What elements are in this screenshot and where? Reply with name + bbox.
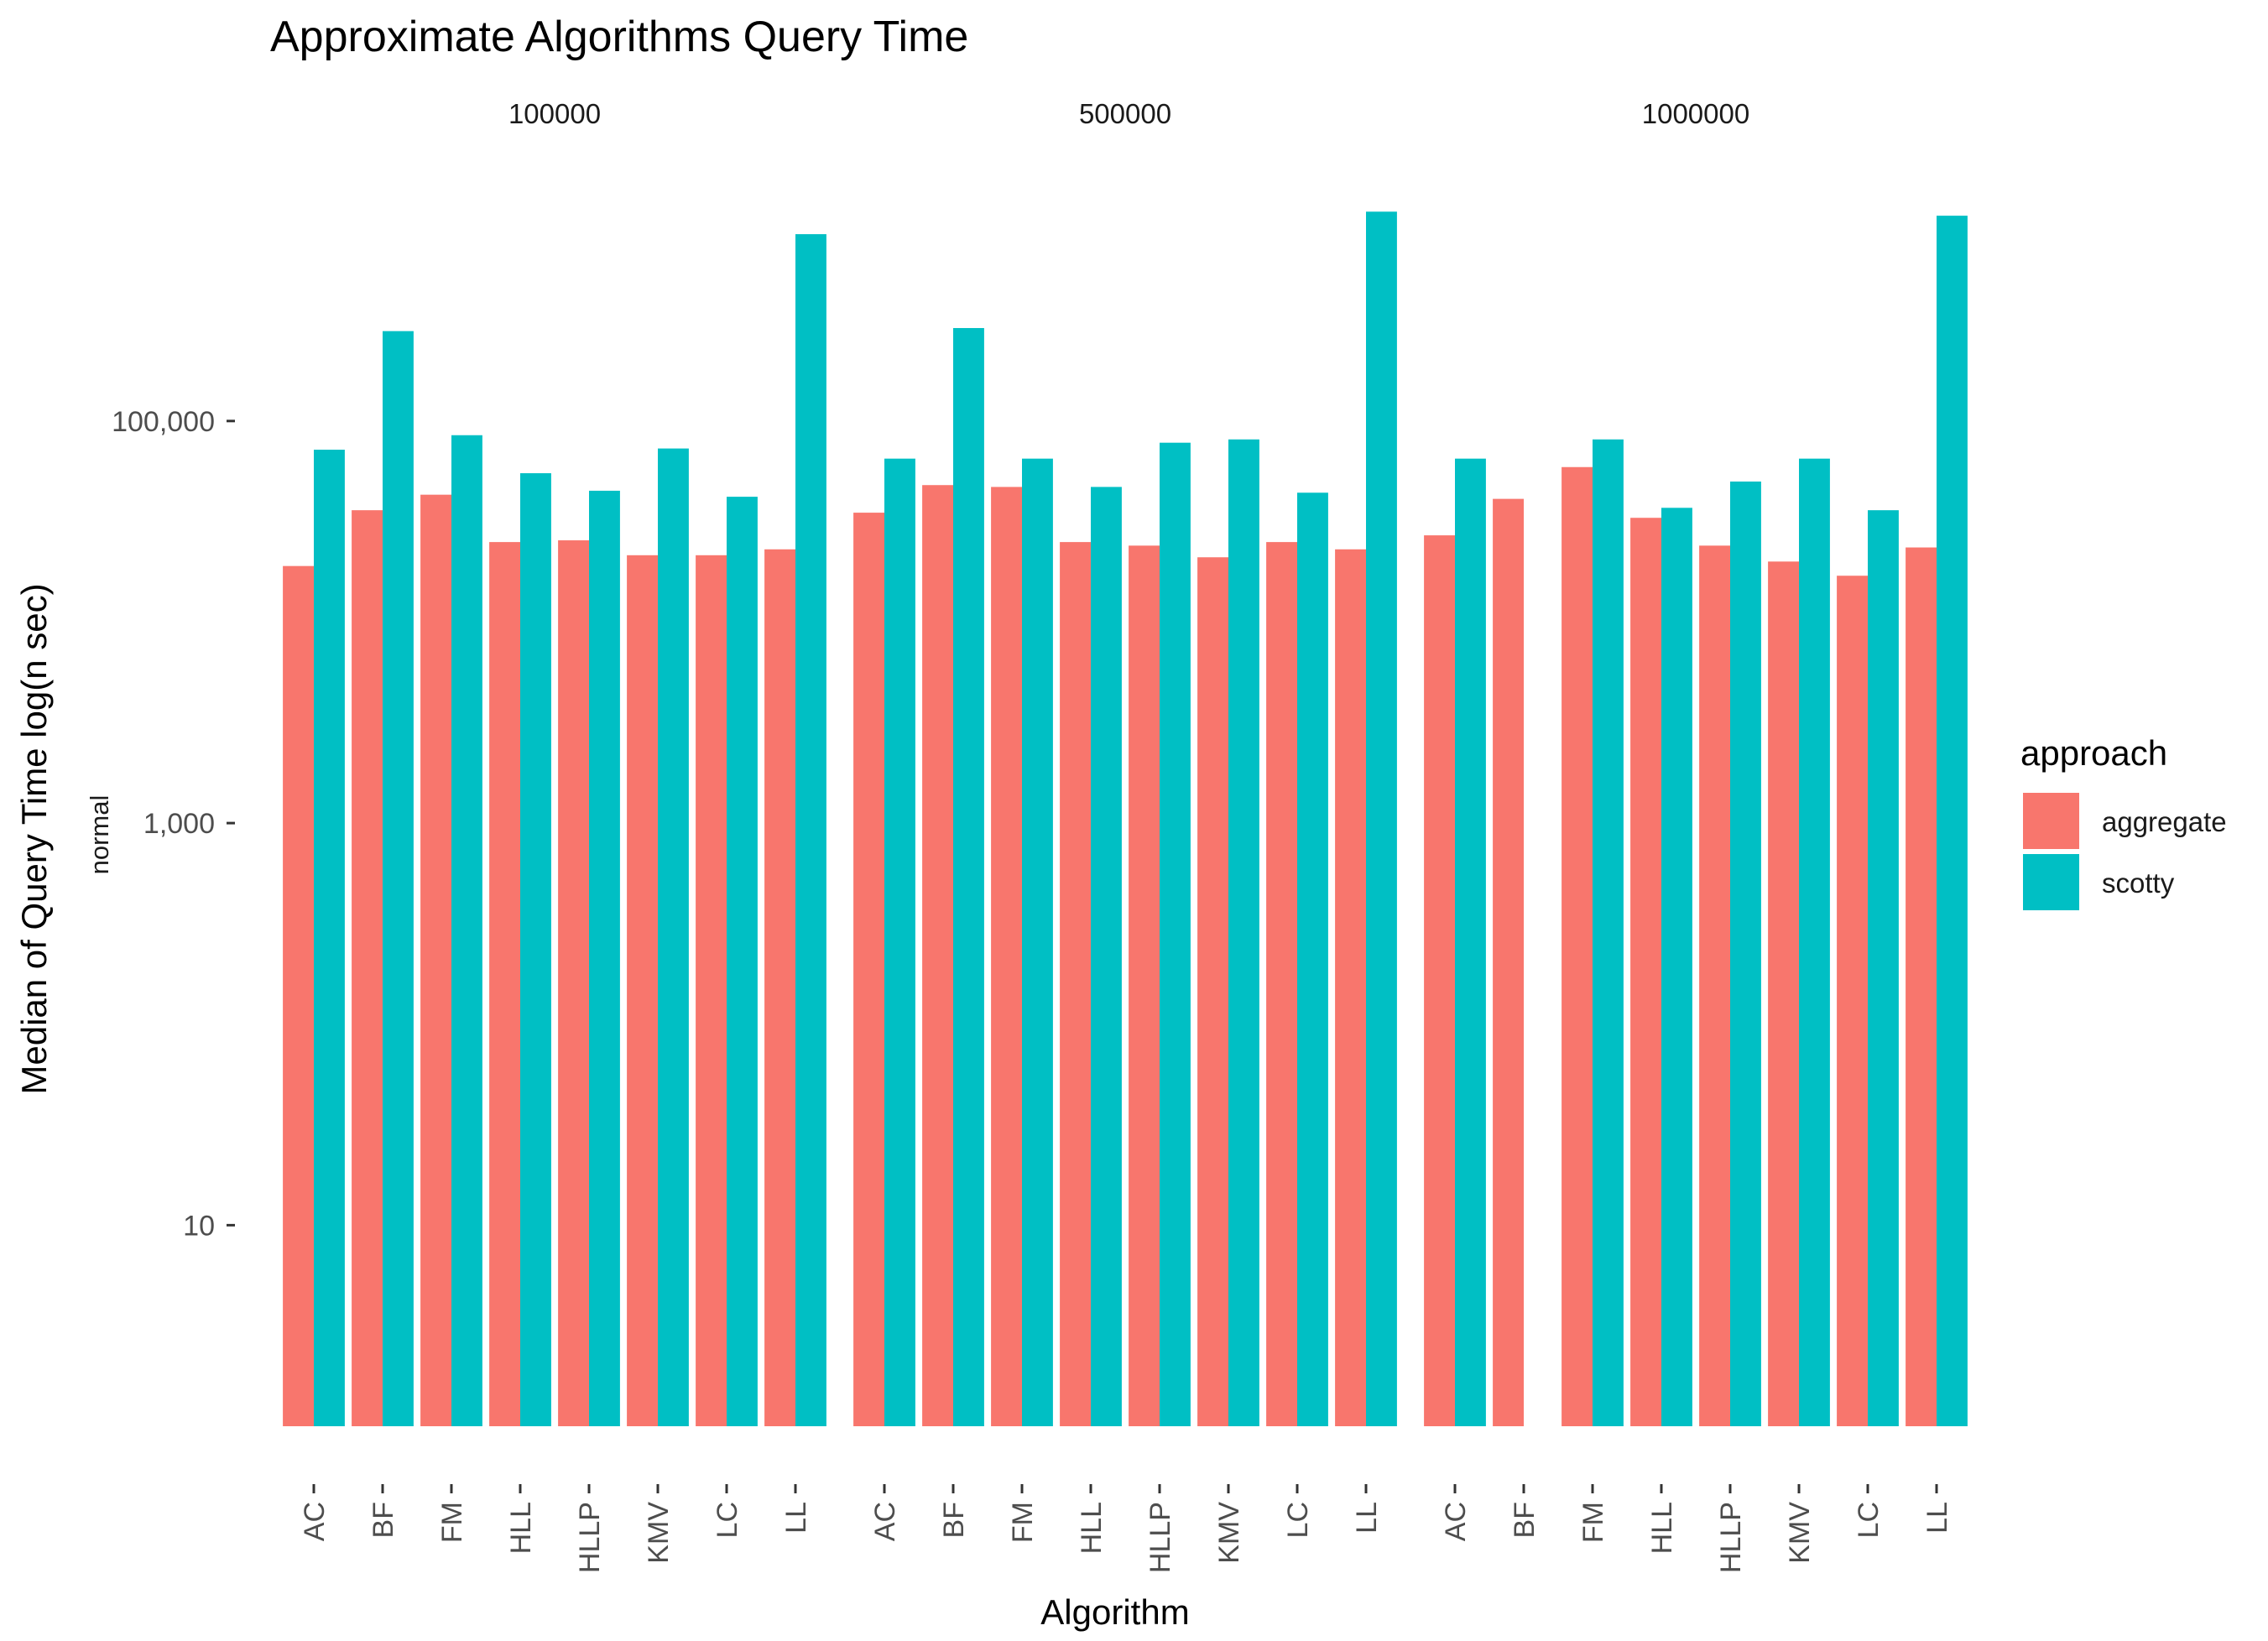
bar-1000000-HLLP-aggregate [1699,545,1730,1426]
x-tick-label-BF: BF [1509,1502,1541,1538]
chart-title: Approximate Algorithms Query Time [270,13,968,61]
x-tick-label-BF: BF [368,1502,399,1538]
bar-100000-HLLP-aggregate [558,540,589,1426]
bar-1000000-LL-aggregate [1906,547,1937,1426]
x-tick-label-LC: LC [1282,1502,1314,1538]
legend-title: approach [2020,733,2167,773]
bar-500000-LC-scotty [1297,492,1328,1426]
y-tick-label: 1,000 [143,808,215,840]
bar-1000000-LL-scotty [1937,216,1968,1426]
bar-1000000-KMV-scotty [1799,458,1830,1426]
x-tick-label-KMV: KMV [643,1502,675,1564]
bar-500000-AC-scotty [884,458,915,1426]
x-tick-label-AC: AC [1440,1502,1472,1541]
bar-1000000-HLLP-scotty [1730,481,1761,1426]
bar-1000000-FM-aggregate [1562,466,1593,1426]
x-tick-label-HLLP: HLLP [1144,1502,1176,1573]
x-tick-label-HLL: HLL [1646,1502,1678,1554]
bar-500000-LC-aggregate [1266,542,1297,1426]
bar-500000-KMV-aggregate [1197,557,1228,1427]
x-tick-label-HLL: HLL [1076,1502,1108,1554]
bar-500000-LL-aggregate [1335,549,1366,1426]
bar-500000-LL-scotty [1366,211,1397,1426]
bar-500000-AC-aggregate [853,513,884,1426]
bar-500000-HLL-scotty [1091,487,1122,1426]
bar-100000-FM-scotty [451,435,482,1426]
legend-label-aggregate: aggregate [2102,806,2227,837]
legend-entries: aggregate scotty [2023,793,2227,910]
bar-1000000-AC-aggregate [1424,535,1455,1426]
bar-500000-HLL-aggregate [1060,542,1091,1426]
x-tick-label-LL: LL [780,1502,812,1534]
bar-100000-LL-scotty [795,234,826,1426]
x-tick-label-KMV: KMV [1213,1502,1245,1564]
bar-1000000-FM-scotty [1593,439,1624,1426]
bar-100000-FM-aggregate [420,494,451,1426]
x-tick-label-AC: AC [299,1502,331,1541]
x-tick-label-AC: AC [869,1502,901,1541]
x-tick-label-HLLP: HLLP [1715,1502,1747,1573]
bar-100000-LC-scotty [727,497,758,1427]
bar-100000-BF-scotty [383,331,414,1426]
bar-100000-AC-scotty [314,450,345,1427]
x-tick-label-LC: LC [712,1502,743,1538]
bar-1000000-KMV-aggregate [1768,561,1799,1426]
bar-100000-KMV-aggregate [627,555,658,1426]
y-axis-title: Median of Query Time log(n sec) [14,583,54,1094]
y-tick-label: 100,000 [112,406,215,438]
bar-100000-HLLP-scotty [589,490,620,1427]
bar-500000-HLLP-aggregate [1129,545,1160,1426]
y-axis: 10 1,000 100,000 [112,406,235,1242]
bar-100000-HLL-aggregate [489,542,520,1426]
bar-500000-FM-aggregate [991,487,1022,1426]
y-axis-subtitle: normal [85,795,114,875]
x-axis: AC BF FM HLL HLLP KMV LC LL AC BF FM HLL HLLP KMV LC LL… [299,1484,1953,1573]
facet-label-1000000: 1000000 [1642,98,1749,129]
bar-500000-KMV-scotty [1228,439,1259,1426]
bar-500000-BF-scotty [953,328,984,1426]
bar-100000-HLL-scotty [520,473,551,1426]
x-tick-label-FM: FM [436,1502,468,1543]
bar-100000-KMV-scotty [658,448,689,1426]
bar-1000000-BF-aggregate [1493,498,1524,1426]
facet-label-500000: 500000 [1079,98,1171,129]
x-tick-label-FM: FM [1007,1502,1039,1543]
facet-labels: 100000 500000 1000000 [508,98,1749,129]
x-axis-title: Algorithm [1040,1592,1189,1632]
x-tick-label-LC: LC [1853,1502,1885,1538]
bar-500000-BF-aggregate [922,485,953,1426]
bar-1000000-HLL-aggregate [1630,518,1661,1427]
y-tick-label: 10 [183,1210,215,1242]
bar-100000-BF-aggregate [352,510,383,1427]
legend-key-aggregate [2023,793,2079,849]
x-tick-label-FM: FM [1577,1502,1609,1543]
bars [283,211,1968,1427]
bar-500000-HLLP-scotty [1160,442,1191,1426]
bar-100000-AC-aggregate [283,565,314,1426]
bar-500000-FM-scotty [1022,458,1053,1426]
legend-key-scotty [2023,854,2079,910]
legend-label-scotty: scotty [2102,867,2175,899]
bar-100000-LL-aggregate [764,549,795,1426]
bar-1000000-HLL-scotty [1661,508,1692,1426]
x-tick-label-BF: BF [938,1502,970,1538]
x-tick-label-KMV: KMV [1784,1502,1816,1564]
bar-1000000-LC-scotty [1868,510,1899,1427]
facet-label-100000: 100000 [508,98,601,129]
x-tick-label-HLLP: HLLP [574,1502,606,1573]
x-tick-label-HLL: HLL [505,1502,537,1554]
legend: approach aggregate scotty [2020,733,2227,910]
x-tick-label-LL: LL [1351,1502,1383,1534]
bar-100000-LC-aggregate [696,555,727,1426]
bar-1000000-LC-aggregate [1837,576,1868,1426]
bar-1000000-AC-scotty [1455,458,1486,1426]
x-tick-label-LL: LL [1921,1502,1953,1534]
